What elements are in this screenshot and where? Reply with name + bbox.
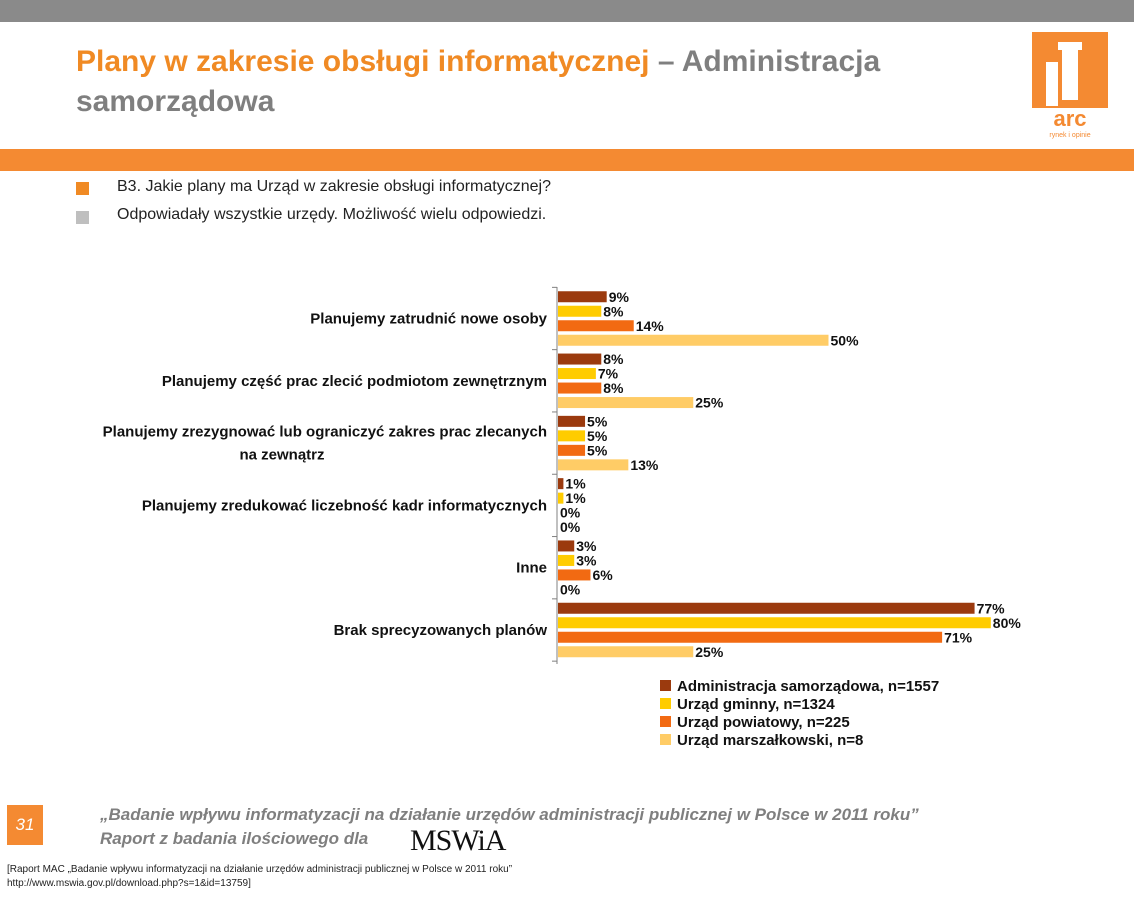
data-label: 0% [560,519,581,535]
bar [558,602,975,614]
bar [558,397,694,409]
title-rest: – Administracja samorządowa [76,45,881,118]
source-url: http://www.mswia.gov.pl/download.php?s=1… [7,878,251,889]
legend-entry: Administracja samorządowa, n=1557 [677,678,939,695]
data-label: 1% [565,476,586,492]
data-label: 1% [565,490,586,506]
bar [558,368,596,380]
category-label: Planujemy zatrudnić nowe osoby [310,311,547,328]
page-number: 31 [7,805,43,845]
bar [558,478,564,490]
legend-entry: Urząd gminny, n=1324 [677,696,835,713]
bar [558,540,575,552]
bar [558,415,586,427]
bar [558,291,607,303]
data-label: 3% [576,552,597,568]
bar [558,554,575,566]
data-label: 25% [695,395,724,411]
category-label: Inne [516,560,547,577]
data-label: 80% [993,615,1022,631]
data-label: 0% [560,581,581,597]
data-label: 8% [603,380,624,396]
data-label: 8% [603,303,624,319]
bar [558,320,634,332]
source-citation: [Raport MAC „Badanie wpływu informatyzac… [7,864,513,875]
report-line: Raport z badania ilościowego dla [100,829,369,848]
legend-swatch [660,680,671,691]
orange-square-bullet [76,182,89,195]
data-label: 5% [587,413,608,429]
data-label: 13% [630,457,659,473]
bar [558,569,591,581]
mswia-logo: MSWiA [410,824,506,857]
data-label: 77% [977,600,1006,616]
category-label: Planujemy zrezygnować lub ograniczyć zak… [103,424,547,441]
bar [558,305,602,317]
logo-text: arc [1053,106,1086,131]
bar [558,492,564,504]
data-label: 6% [592,567,613,583]
legend-entry: Urząd marszałkowski, n=8 [677,732,863,749]
legend-entry: Urząd powiatowy, n=225 [677,714,850,731]
data-label: 0% [560,505,581,521]
data-label: 3% [576,538,597,554]
data-label: 71% [944,629,973,645]
bar [558,459,629,471]
data-label: 5% [587,442,608,458]
bar [558,617,991,629]
legend-swatch [660,734,671,745]
bar [558,353,602,365]
page-title: Plany w zakresie obsługi informatycznej … [76,42,976,122]
legend-swatch [660,698,671,709]
logo-tagline: rynek i opinie [1049,132,1090,139]
gray-square-bullet [76,211,89,224]
category-label: Planujemy część prac zlecić podmiotom ze… [162,373,547,390]
data-label: 25% [695,644,724,660]
orange-divider-bar [0,149,1134,171]
bar [558,430,586,442]
bar [558,631,943,643]
category-label: Planujemy zredukować liczebność kadr inf… [142,497,547,514]
category-label: Brak sprecyzowanych planów [334,622,548,639]
data-label: 9% [609,289,630,305]
data-label: 5% [587,428,608,444]
bar [558,382,602,394]
legend-swatch [660,716,671,727]
study-title: „Badanie wpływu informatyzacji na działa… [100,805,919,824]
title-accent: Plany w zakresie obsługi informatycznej [76,45,650,78]
data-label: 50% [831,332,860,348]
data-label: 7% [598,366,619,382]
category-label: na zewnątrz [239,447,324,464]
bar [558,444,586,456]
respondents-note: Odpowiadały wszystkie urzędy. Możliwość … [117,206,547,223]
data-label: 14% [636,318,665,334]
arc-logo: arc rynek i opinie [1032,32,1108,139]
data-label: 8% [603,351,624,367]
bar [558,334,829,346]
top-gray-bar [0,0,1134,22]
bar [558,646,694,658]
question-text: B3. Jakie plany ma Urząd w zakresie obsł… [117,178,551,195]
